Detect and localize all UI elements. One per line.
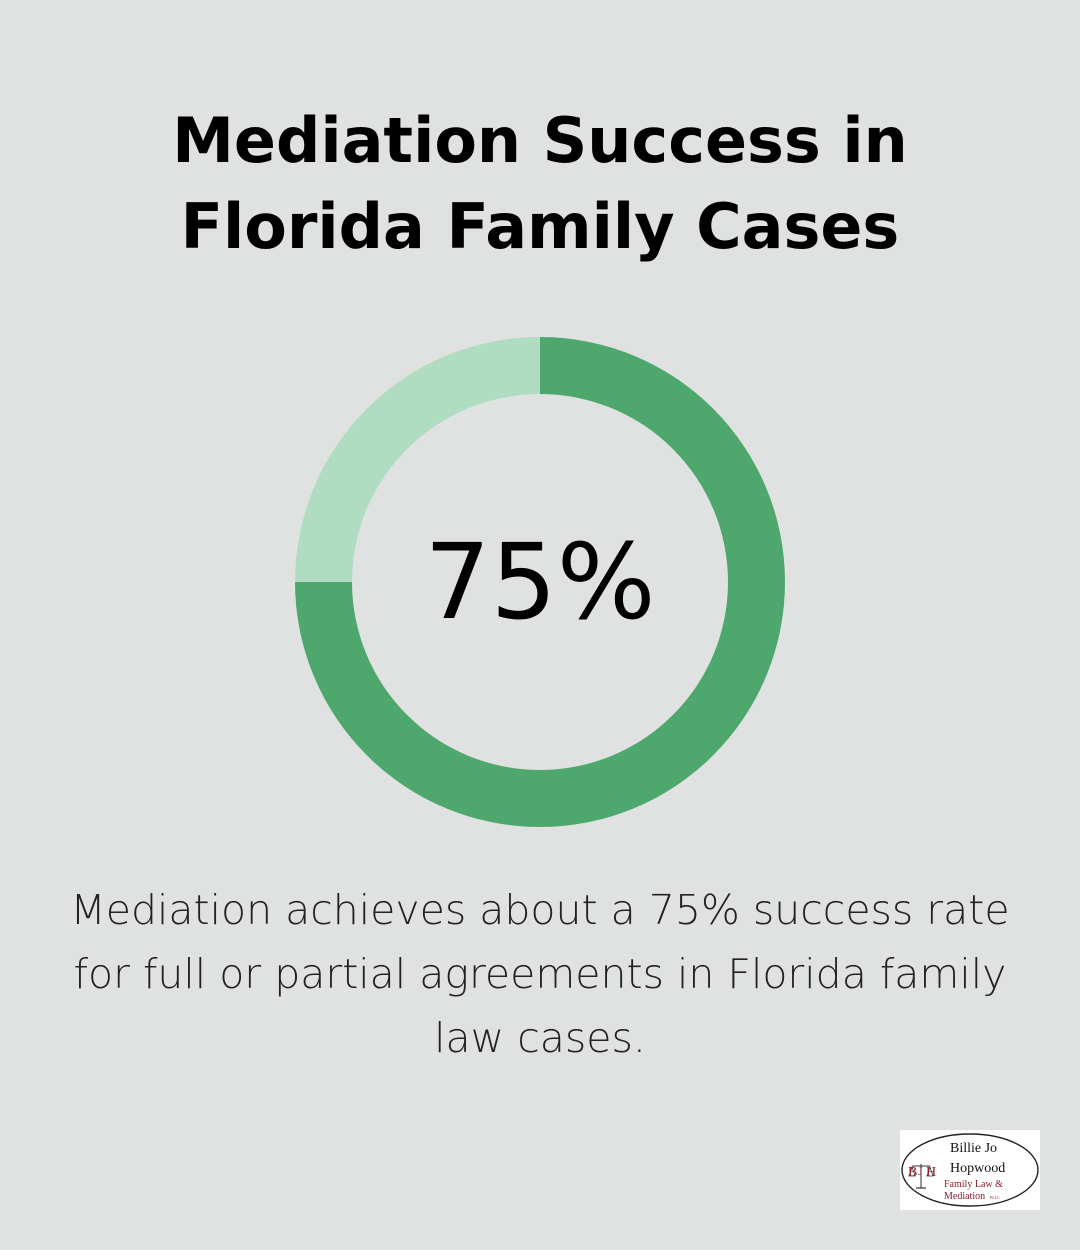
donut-chart: 75% [295,337,785,827]
description-line-1: Mediation achieves about a 75% success r… [70,886,1010,934]
description-line-3: law cases. [434,1014,646,1062]
donut-slices [295,337,785,827]
title-line-2: Florida Family Cases [180,190,900,263]
logo-firm-suffix: PLLC [990,1195,1000,1200]
logo-monogram-right: H [926,1165,936,1180]
logo-firm-line-2: Mediation [944,1191,985,1202]
logo-monogram-left: B [908,1165,917,1180]
firm-logo-graphic: B J H Billie Jo Hopwood Family Law & Med… [901,1133,1039,1207]
logo-name-line-1: Billie Jo [950,1141,997,1156]
title-line-1: Mediation Success in [172,104,908,177]
page-title: Mediation Success in Florida Family Case… [0,98,1080,270]
center-percentage-label: 75% [424,521,655,643]
donut-slice-remaining [295,337,540,582]
scales-of-justice-icon [908,1164,934,1189]
description-text: Mediation achieves about a 75% success r… [30,878,1050,1070]
logo-monogram-mid: J [918,1164,923,1178]
firm-logo: B J H Billie Jo Hopwood Family Law & Med… [900,1130,1040,1210]
logo-firm-line-1: Family Law & [944,1179,1003,1190]
logo-name-line-2: Hopwood [950,1161,1005,1176]
description-line-2: for full or partial agreements in Florid… [73,950,1007,998]
logo-oval [901,1133,1039,1207]
